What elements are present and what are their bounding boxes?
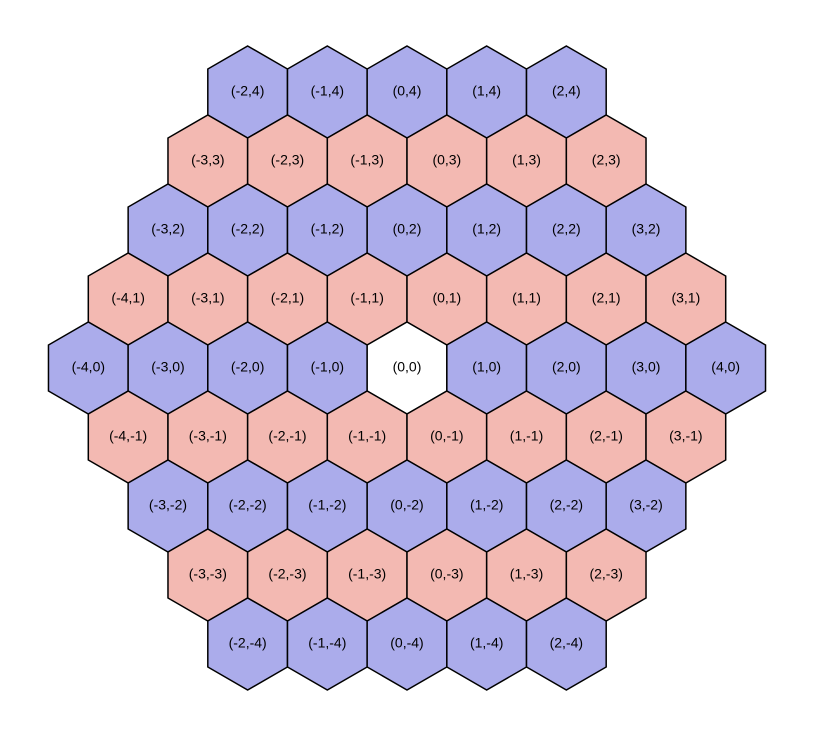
hex-label: (1,-4) (470, 635, 503, 651)
hex-label: (2,0) (552, 359, 581, 375)
hex-label: (-2,3) (271, 152, 304, 168)
hex-label: (-4,0) (72, 359, 105, 375)
hex-label: (0,2) (393, 221, 422, 237)
hex-label: (1,-1) (510, 428, 543, 444)
hex-label: (-3,2) (151, 221, 184, 237)
hex-label: (0,-2) (390, 497, 423, 513)
hex-label: (0,-4) (390, 635, 423, 651)
hex-label: (-2,-2) (229, 497, 267, 513)
hex-label: (-2,1) (271, 290, 304, 306)
hex-label: (-4,1) (111, 290, 144, 306)
hex-label: (0,1) (432, 290, 461, 306)
hex-label: (-1,3) (350, 152, 383, 168)
hex-label: (3,2) (632, 221, 661, 237)
hex-label: (2,3) (592, 152, 621, 168)
hex-label: (1,1) (512, 290, 541, 306)
hex-label: (-2,0) (231, 359, 264, 375)
hex-label: (-3,0) (151, 359, 184, 375)
hex-label: (-4,-1) (109, 428, 147, 444)
hex-label: (3,0) (632, 359, 661, 375)
hex-label: (-3,-3) (189, 566, 227, 582)
hex-label: (-3,3) (191, 152, 224, 168)
hex-label: (0,-3) (430, 566, 463, 582)
hex-label: (-3,-1) (189, 428, 227, 444)
hex-grid-diagram: (-2,4) (-1,4) (0,4) (1,4) (2,4) (-3,3) (-2,3) (… (0, 0, 814, 736)
hex-label: (1,4) (472, 83, 501, 99)
hex-label: (-2,-1) (268, 428, 306, 444)
hex-label: (-3,1) (191, 290, 224, 306)
hex-label: (-2,2) (231, 221, 264, 237)
hex-label: (-1,1) (350, 290, 383, 306)
hex-label: (2,-1) (589, 428, 622, 444)
hex-label: (4,0) (711, 359, 740, 375)
hex-label: (-1,-2) (308, 497, 346, 513)
hex-label: (2,-3) (589, 566, 622, 582)
hex-label: (-2,-3) (268, 566, 306, 582)
hex-label: (2,4) (552, 83, 581, 99)
hex-label: (2,-2) (550, 497, 583, 513)
hex-label: (3,-2) (629, 497, 662, 513)
hex-label: (1,2) (472, 221, 501, 237)
hex-label: (2,1) (592, 290, 621, 306)
hex-label: (-2,4) (231, 83, 264, 99)
hex-label: (-1,4) (311, 83, 344, 99)
hex-label: (0,3) (432, 152, 461, 168)
hex-label: (1,0) (472, 359, 501, 375)
hex-label: (1,-3) (510, 566, 543, 582)
hex-label: (2,-4) (550, 635, 583, 651)
hex-label: (-1,-3) (348, 566, 386, 582)
hex-label: (-1,2) (311, 221, 344, 237)
hex-label: (1,3) (512, 152, 541, 168)
hex-label: (-1,0) (311, 359, 344, 375)
hex-label: (-1,-1) (348, 428, 386, 444)
hex-label: (0,4) (393, 83, 422, 99)
hex-label: (-1,-4) (308, 635, 346, 651)
hex-label: (3,-1) (669, 428, 702, 444)
hex-label: (3,1) (671, 290, 700, 306)
hex-label: (-2,-4) (229, 635, 267, 651)
hex-label: (-3,-2) (149, 497, 187, 513)
hex-label: (1,-2) (470, 497, 503, 513)
hex-label: (0,-1) (430, 428, 463, 444)
hex-label: (2,2) (552, 221, 581, 237)
hex-label: (0,0) (393, 359, 422, 375)
